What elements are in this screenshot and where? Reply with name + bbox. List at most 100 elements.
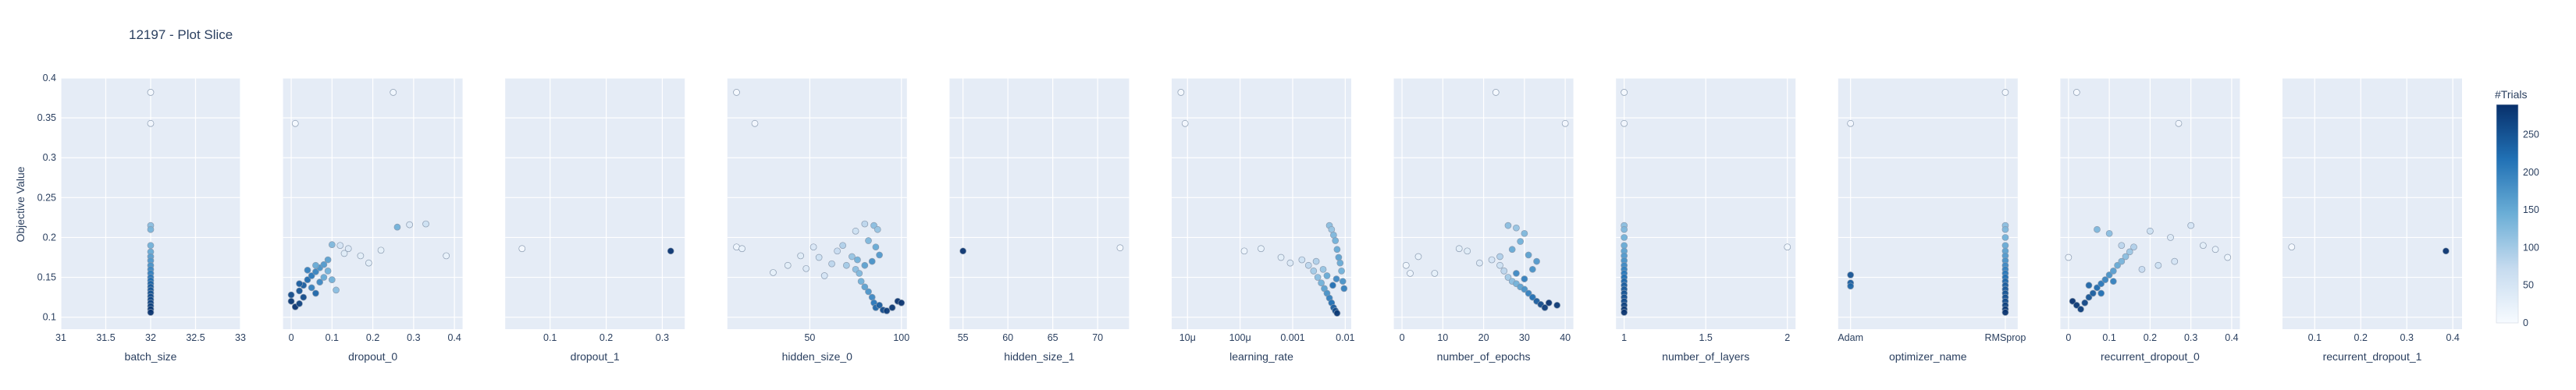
data-point [843, 261, 850, 269]
x-axis-label: batch_size [125, 350, 177, 363]
y-tick-label: 0.1 [43, 312, 56, 323]
data-point [328, 276, 336, 283]
data-point [1488, 256, 1496, 264]
data-point [1407, 270, 1414, 277]
x-tick-label: 0.4 [2225, 332, 2238, 343]
data-point [1541, 304, 1549, 311]
data-point [2110, 268, 2117, 275]
data-point [1304, 261, 1312, 269]
plot-area [1838, 78, 2018, 329]
data-point [1847, 119, 1855, 127]
data-point [2101, 276, 2109, 283]
panel-optimizer-name: Adam RMSprop optimizer_name [1838, 77, 2026, 363]
data-point [2175, 119, 2183, 127]
data-point [1333, 310, 1341, 317]
data-point [854, 256, 861, 264]
data-point [147, 225, 155, 233]
data-point [1621, 309, 1628, 316]
data-point [2089, 289, 2097, 297]
data-point [1517, 238, 1524, 245]
colorbar-tick-label: 50 [2523, 280, 2534, 291]
data-point [1513, 270, 1520, 277]
data-point [2443, 247, 2450, 255]
data-point [304, 276, 311, 283]
y-axis-label: Objective Value [14, 166, 27, 242]
data-point [287, 291, 295, 299]
x-axis-label: dropout_1 [571, 350, 620, 363]
data-point [2073, 301, 2080, 309]
data-point [1328, 225, 1336, 233]
data-point [667, 247, 674, 255]
y-tick-label: 0.25 [37, 192, 56, 203]
colorbar-tick-label: 0 [2523, 317, 2528, 328]
data-point [422, 220, 429, 228]
data-point [1333, 246, 1341, 254]
x-tick-label: 70 [1092, 332, 1103, 343]
data-point [861, 261, 869, 269]
data-point [2110, 278, 2117, 285]
x-tick-label: RMSprop [1985, 332, 2026, 343]
data-point [1847, 282, 1855, 290]
data-point [2147, 227, 2154, 235]
data-point [1286, 259, 1294, 267]
data-point [738, 245, 745, 253]
data-point [1784, 243, 1791, 251]
x-tick-label: 0.3 [2400, 332, 2414, 343]
data-point [1402, 261, 1410, 269]
data-point [336, 242, 344, 250]
panel-dropout-1: 0.1 0.2 0.3 dropout_1 [505, 77, 685, 363]
x-tick-label: 100μ [1229, 332, 1251, 343]
data-point [1312, 257, 1320, 265]
data-point [2097, 289, 2105, 297]
data-point [876, 251, 883, 259]
data-point [1181, 119, 1189, 127]
data-point [2069, 297, 2076, 305]
data-point [1508, 246, 1516, 254]
data-point [1525, 251, 1532, 259]
data-point [1533, 257, 1540, 265]
data-point [820, 272, 828, 279]
data-point [1414, 253, 1422, 261]
data-point [2200, 242, 2207, 250]
data-point [1318, 279, 1325, 287]
colorbar-tick-label: 100 [2523, 242, 2539, 253]
data-point [1621, 242, 1628, 250]
x-tick-label: 31.5 [96, 332, 115, 343]
x-tick-label: 100 [893, 332, 909, 343]
data-point [849, 253, 856, 261]
data-point [1338, 268, 1345, 275]
data-point [883, 307, 891, 314]
data-point [324, 256, 332, 264]
data-point [1847, 271, 1855, 278]
x-tick-label: 65 [1048, 332, 1059, 343]
x-tick-label: 2 [1784, 332, 1790, 343]
data-point [1298, 256, 1306, 264]
data-point [834, 247, 841, 255]
data-point [1621, 119, 1628, 127]
data-point [1339, 278, 1347, 285]
data-point [2138, 265, 2146, 273]
y-tick-label: 0.3 [43, 152, 56, 163]
data-point [1553, 301, 1561, 309]
data-point [1332, 237, 1340, 244]
data-point [2224, 254, 2232, 261]
data-point [320, 261, 328, 268]
data-point [147, 89, 155, 96]
data-point [443, 252, 450, 260]
data-point [2126, 248, 2133, 256]
data-point [1455, 245, 1463, 253]
data-point [1336, 259, 1344, 267]
data-point [1335, 254, 1343, 261]
plot-area [2282, 78, 2462, 329]
x-axis-label: number_of_epochs [1437, 350, 1531, 363]
data-point [797, 252, 805, 260]
data-point [1319, 265, 1327, 273]
data-point [2154, 261, 2162, 269]
data-point [1314, 274, 1322, 281]
x-tick-label: 31 [55, 332, 66, 343]
data-point [147, 119, 155, 127]
x-tick-label: 55 [958, 332, 969, 343]
data-point [1621, 225, 1628, 233]
data-point [873, 225, 881, 233]
